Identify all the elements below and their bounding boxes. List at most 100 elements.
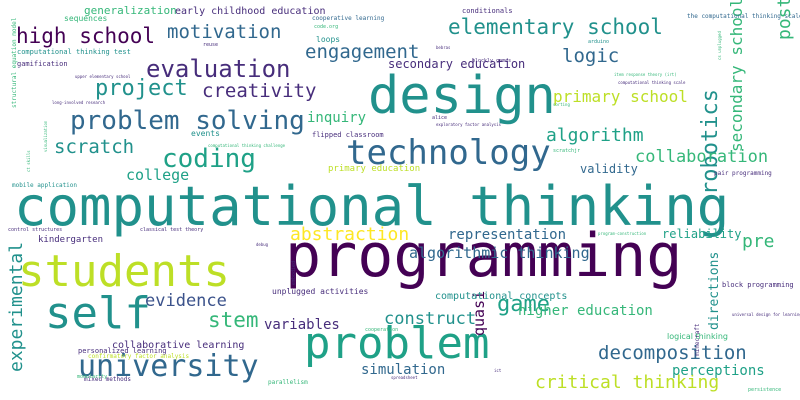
word-classical-test-theory: classical test theory: [140, 227, 204, 233]
word-mobile-application: mobile application: [12, 182, 78, 189]
word-logic: logic: [562, 45, 620, 67]
word-critical-thinking: critical thinking: [535, 372, 720, 393]
word-sorting: sorting: [553, 102, 570, 107]
word-self: self: [45, 288, 151, 339]
word-elementary-school: elementary school: [448, 15, 663, 39]
word-pair-programming: pair programming: [714, 170, 772, 177]
word-kindergarten: kindergarten: [38, 235, 104, 245]
word-sequences: sequences: [64, 14, 108, 23]
word-reuse: reuse: [203, 42, 219, 48]
word-scratch: scratch: [54, 136, 135, 158]
word-minecraft: minecraft: [694, 323, 701, 356]
word-technology: technology: [346, 133, 551, 173]
word-game: game: [497, 292, 550, 317]
word-upper-elementary-school: upper elementary school: [75, 74, 131, 79]
word-cooperative-learning: cooperative learning: [312, 15, 385, 22]
word-reliability: reliability: [662, 227, 742, 241]
word-debug: debug: [256, 242, 269, 247]
word-algorithmic-thinking: algorithmic thinking: [409, 244, 590, 262]
word-conditionals: conditionals: [462, 7, 513, 15]
word-gamification: gamification: [17, 60, 68, 68]
word-logical-thinking: logical thinking: [667, 332, 728, 341]
word-spreadsheet: spreadsheet: [391, 375, 418, 380]
word-scratchjr: scratchjr: [553, 148, 581, 154]
word-personalized-learning: personalized learning: [78, 347, 167, 355]
word-inquiry: inquiry: [307, 110, 367, 126]
word-events: events: [191, 129, 220, 138]
word-computational-thinking-scale: computational thinking scale: [618, 80, 686, 85]
word-college: college: [126, 166, 190, 184]
word-control-structures: control structures: [8, 227, 63, 233]
word-ct-skills: ct skills: [26, 150, 31, 172]
word-coding: coding: [162, 144, 256, 174]
word-evidence: evidence: [145, 291, 227, 311]
word-unplugged-activities: unplugged activities: [272, 287, 369, 296]
word-secondary-school: secondary school: [727, 0, 746, 152]
word-perceptions: perceptions: [672, 363, 765, 379]
word-mixed-methods: mixed methods: [84, 376, 131, 383]
word-high-school: high school: [16, 24, 156, 48]
word-modularity: modularity: [77, 374, 108, 380]
word-cooperation: cooperation: [365, 327, 399, 333]
word-arduino: arduino: [588, 39, 610, 45]
word-bebras: bebras: [436, 45, 451, 50]
word-confirmatory-factor-analysis: confirmatory factor analysis: [88, 353, 190, 360]
word-persistence: persistence: [748, 387, 782, 393]
word-design: design: [368, 66, 556, 126]
word-exploratory-factor-analysis: exploratory factor analysis: [436, 122, 502, 127]
word-representation: representation: [448, 227, 567, 243]
word-visualization: visualization: [43, 120, 48, 152]
word-computational-concepts: computational concepts: [435, 291, 568, 302]
word-variables: variables: [264, 317, 340, 333]
word-the-computational-thinking-scale: the computational thinking scale: [687, 13, 800, 20]
word-structural-equation-model: structural equation model: [11, 17, 18, 108]
word-validity: validity: [580, 162, 638, 176]
word-stem: stem: [208, 308, 259, 332]
word-item-response-theory-irt: item response theory (irt): [614, 72, 677, 77]
word-directions: directions: [707, 251, 722, 330]
word-universal-design-for-learning: universal design for learning: [732, 312, 800, 317]
word-decomposition: decomposition: [598, 342, 747, 364]
word-problem: problem: [304, 318, 490, 369]
word-evaluation: evaluation: [146, 55, 291, 83]
word-creativity: creativity: [202, 80, 317, 102]
word-motivation: motivation: [167, 21, 282, 43]
word-students: students: [18, 246, 230, 297]
word-alice: alice: [432, 115, 448, 121]
word-parallelism: parallelism: [268, 379, 308, 386]
word-program-construction: program-construction: [598, 231, 647, 236]
word-cs-unplugged: cs unplugged: [717, 31, 722, 60]
word-computational-thinking-test: computational thinking test: [17, 48, 131, 56]
word-construct: construct: [384, 309, 477, 329]
word-post: post: [774, 0, 795, 40]
word-primary-education: primary education: [328, 164, 421, 174]
word-pre: pre: [742, 231, 775, 252]
word-flipped-classroom: flipped classroom: [312, 131, 384, 139]
word-code-org: code.org: [314, 24, 339, 30]
word-project: project: [95, 76, 188, 101]
word-higher-education: higher education: [518, 303, 653, 319]
word-collaboration: collaboration: [635, 147, 769, 167]
word-problem-solving: problem solving: [70, 106, 305, 136]
word-secondary-education: secondary education: [388, 57, 526, 71]
word-ict: ict: [494, 368, 502, 373]
word-programming: programming: [285, 221, 683, 291]
word-algorithm: algorithm: [546, 125, 644, 146]
word-loops: loops: [316, 35, 341, 44]
word-engagement: engagement: [305, 41, 420, 63]
word-block-programming: block programming: [722, 281, 794, 289]
word-experimental: experimental: [6, 241, 27, 372]
word-blockly-games: blockly games: [472, 58, 512, 64]
word-robotics: robotics: [698, 89, 723, 195]
word-long-involved-research: long-involved research: [52, 100, 105, 105]
word-collaborative-learning: collaborative learning: [112, 340, 245, 351]
word-computational-thinking-challenge: computational thinking challenge: [208, 143, 286, 148]
word-embodied: embodied: [291, 260, 297, 285]
word-early-childhood-education: early childhood education: [175, 6, 326, 17]
word-abstraction: abstraction: [290, 224, 410, 245]
word-simulation: simulation: [361, 362, 446, 378]
word-generalization: generalization: [84, 4, 177, 17]
word-primary-school: primary school: [553, 87, 688, 106]
word-computational-thinking: computational thinking: [14, 175, 730, 238]
